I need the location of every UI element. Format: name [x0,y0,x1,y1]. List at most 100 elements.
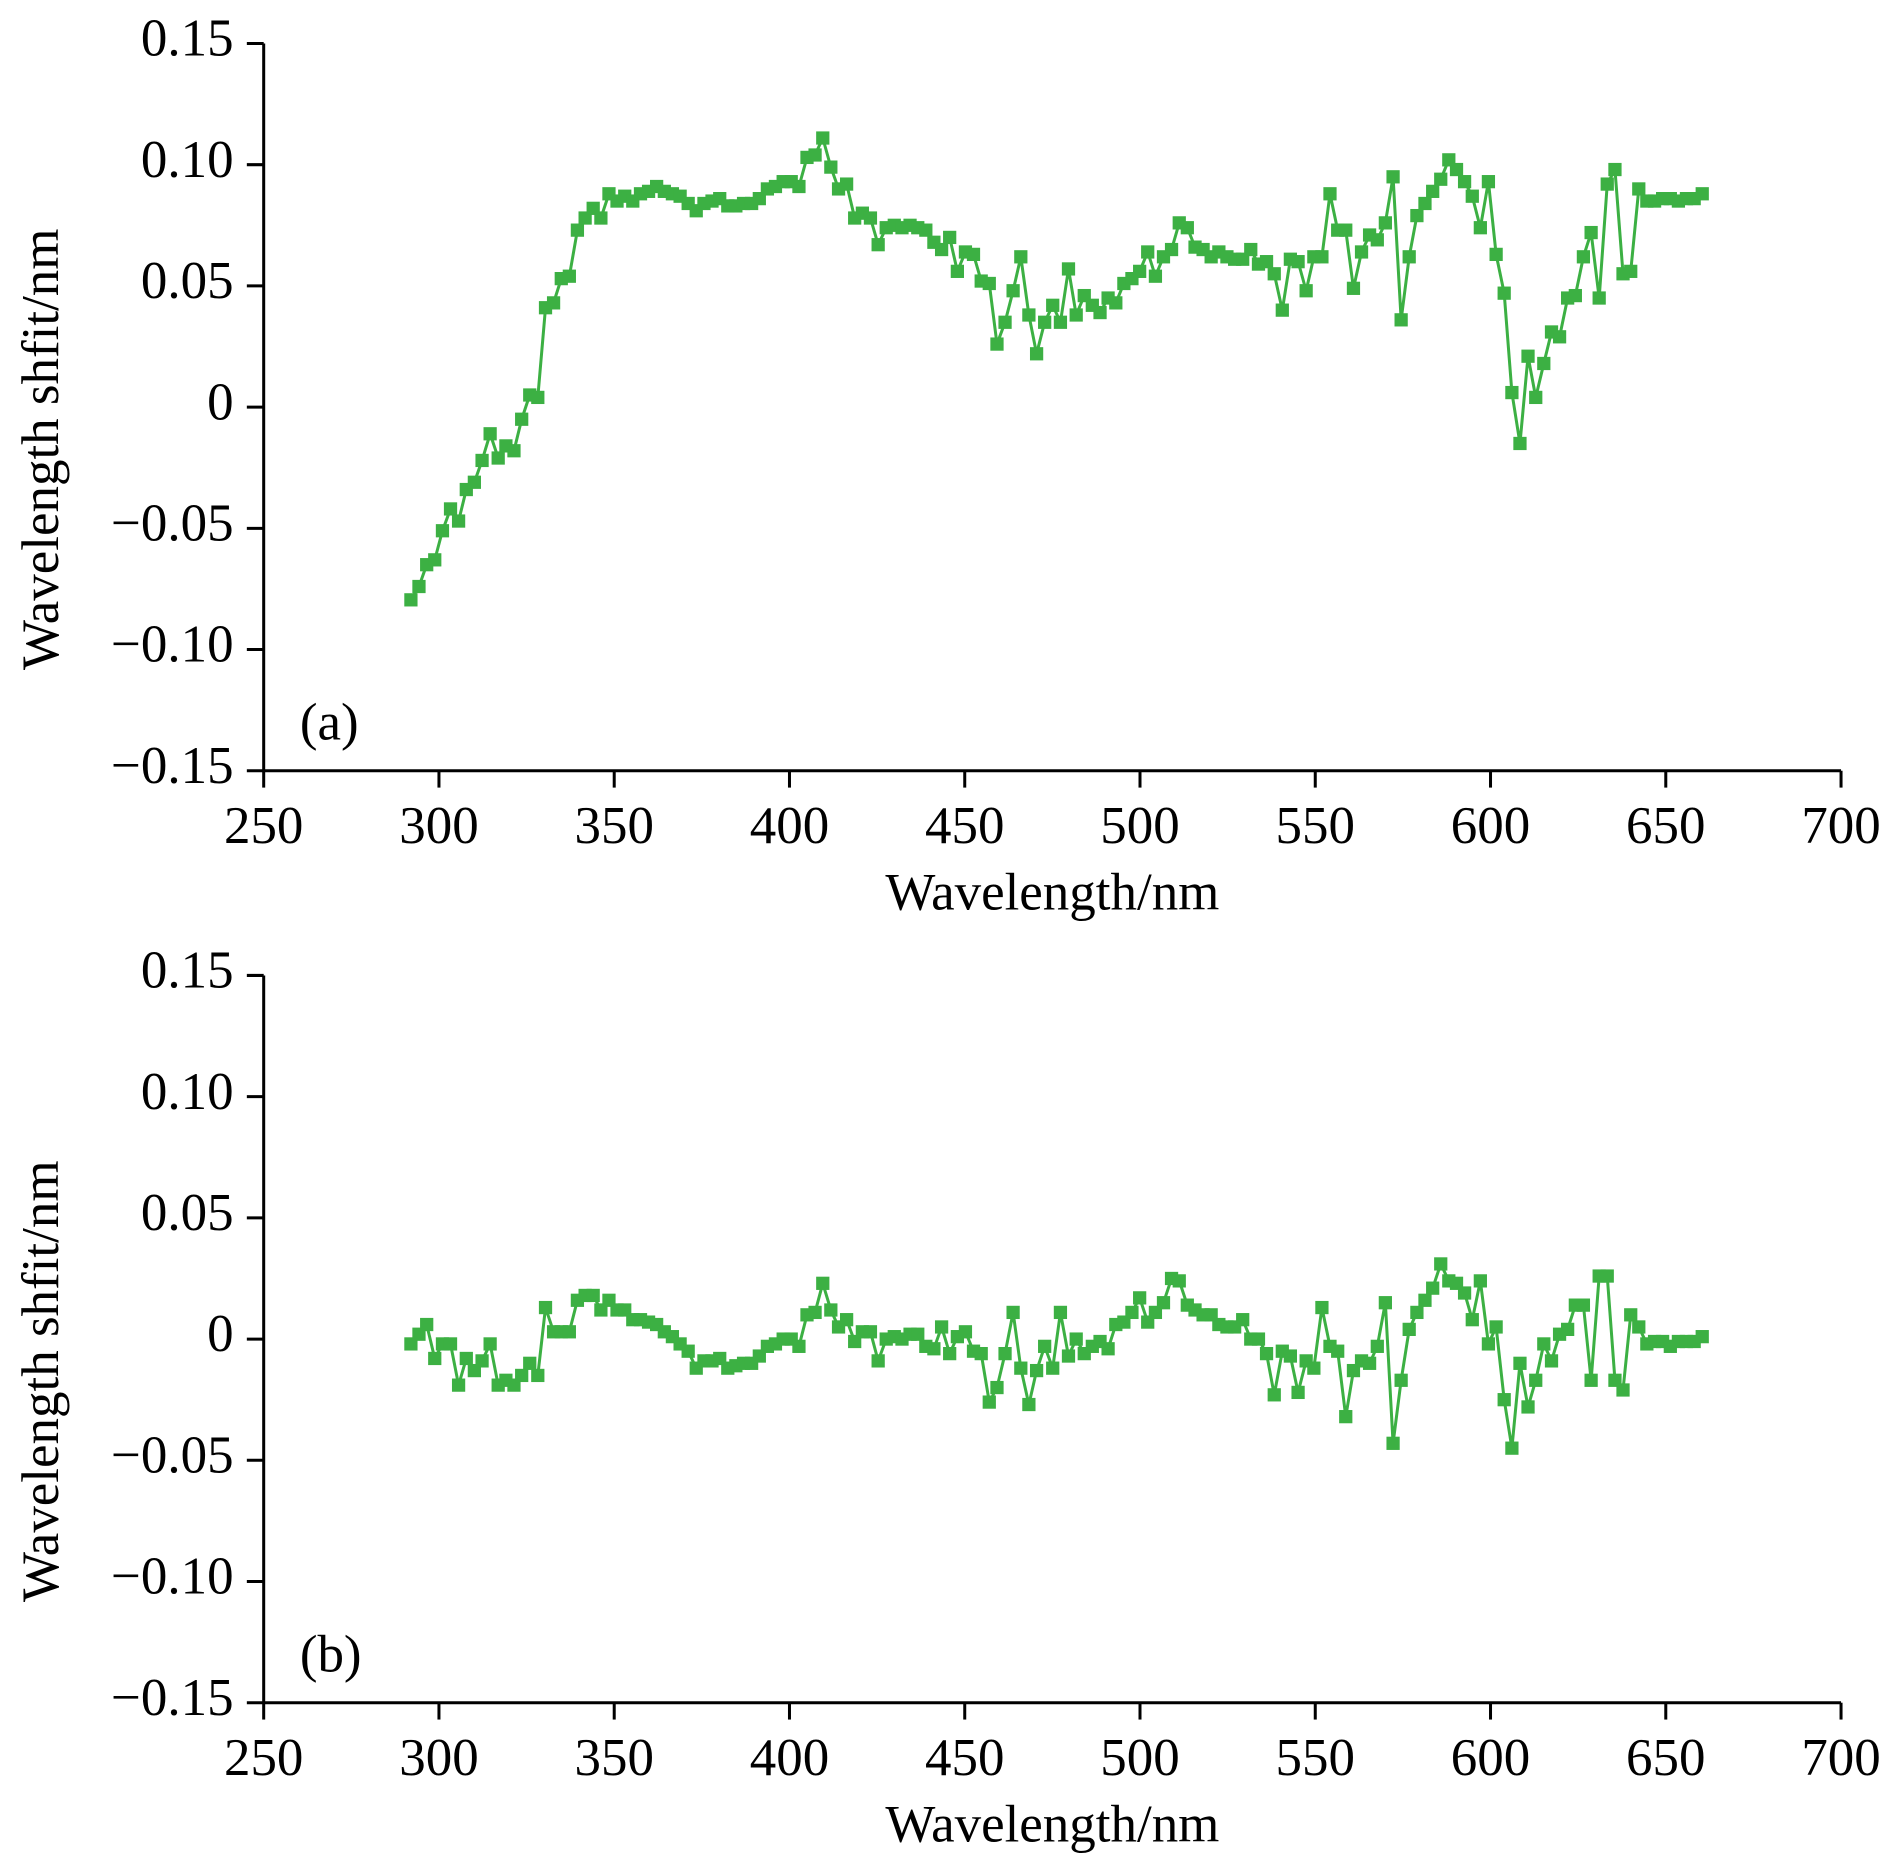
data-point [1125,1305,1139,1320]
data-point [871,238,885,252]
data-point [1038,1339,1052,1353]
data-point [1378,216,1392,230]
data-point [1362,1356,1377,1370]
data-point [1267,267,1281,281]
x-tick-label: 400 [750,797,829,855]
x-tick-label: 450 [925,1729,1004,1787]
x-tick-label: 550 [1276,1729,1355,1787]
y-tick-label: 0.10 [141,1063,234,1121]
data-point [943,230,957,245]
data-point [1370,233,1384,247]
data-point [1378,1296,1392,1310]
x-tick-label: 650 [1626,1729,1705,1787]
data-point [420,1317,434,1332]
data-point [1275,303,1289,317]
x-tick-label: 300 [399,1729,478,1787]
x-tick-label: 700 [1801,797,1880,855]
data-point [1695,1330,1709,1344]
y-axis-title: Wavelength shfit/nm [12,1160,70,1601]
x-tick-label: 350 [574,797,653,855]
data-point [839,1313,854,1327]
data-point [950,264,964,278]
data-point [808,1305,822,1320]
data-point [1505,385,1519,400]
x-tick-label: 600 [1451,1729,1530,1787]
y-tick-label: −0.05 [111,1426,234,1484]
data-point [958,1325,973,1339]
data-point [1093,305,1107,320]
data-point [1061,1349,1076,1363]
data-point [467,475,481,489]
data-point [934,1320,949,1334]
y-tick-label: 0.15 [141,10,234,68]
data-point [1402,1322,1416,1336]
data-point [451,1378,466,1392]
data-point [1537,356,1551,371]
data-point [943,1346,957,1361]
data-point [982,1395,996,1409]
data-point [1022,308,1036,322]
data-point [1410,1305,1424,1320]
data-point [1481,175,1496,189]
data-point [1521,1400,1535,1414]
data-point [1402,250,1416,264]
data-point [792,1339,806,1353]
data-point [681,1344,695,1358]
data-point [1561,1322,1575,1336]
data-point [594,211,608,225]
data-point [1180,221,1194,235]
panel-label: (b) [300,1626,362,1684]
data-point [1053,315,1068,329]
data-point [1331,1344,1345,1358]
chart-panel: −0.15 −0.10 −0.05 0 0.05 0.10 0.15 250 300 350 400… [12,10,1881,922]
data-point [1236,1313,1250,1327]
data-point [1370,1339,1384,1353]
data-point [515,1368,529,1383]
data-point [1600,177,1614,191]
data-point [1426,184,1440,198]
x-axis-title: Wavelength/nm [885,1795,1219,1853]
y-tick-label: 0.05 [141,1184,234,1242]
data-point [974,1346,988,1361]
y-tick-label: 0.05 [141,252,234,310]
data-line [409,136,1704,601]
data-point [1418,1293,1432,1307]
data-point [1457,175,1472,189]
data-point [531,390,545,405]
data-point [1006,1305,1020,1320]
data-point [1053,1305,1068,1320]
data-point [1061,262,1076,276]
data-point [1141,245,1155,259]
data-point [1418,196,1432,211]
data-point [1481,1337,1496,1351]
data-point [1537,1337,1551,1351]
data-point [1346,281,1361,295]
x-tick-label: 450 [925,797,1004,855]
data-point [1148,269,1163,283]
data-point [435,524,450,538]
data-point [1576,250,1591,264]
data-point [1006,284,1020,298]
x-tick-label: 350 [574,1729,653,1787]
data-point [1584,225,1598,240]
y-tick-label: −0.10 [111,1548,234,1606]
data-point [863,1325,878,1339]
data-point [1632,1320,1646,1334]
data-point [507,444,521,458]
y-tick-label: −0.15 [111,1669,234,1727]
data-point [1608,162,1622,177]
data-point [1259,255,1274,269]
x-tick-label: 600 [1451,797,1530,855]
data-point [1489,1320,1503,1334]
data-point [1046,298,1060,312]
data-point [451,514,466,528]
data-point [1632,182,1646,196]
data-point [1259,1346,1274,1361]
x-tick-label: 250 [224,1729,303,1787]
data-point [1434,1257,1448,1271]
data-point [515,412,529,426]
data-point [871,1354,885,1368]
data-point [1513,1356,1527,1370]
data-point [1029,1363,1044,1378]
